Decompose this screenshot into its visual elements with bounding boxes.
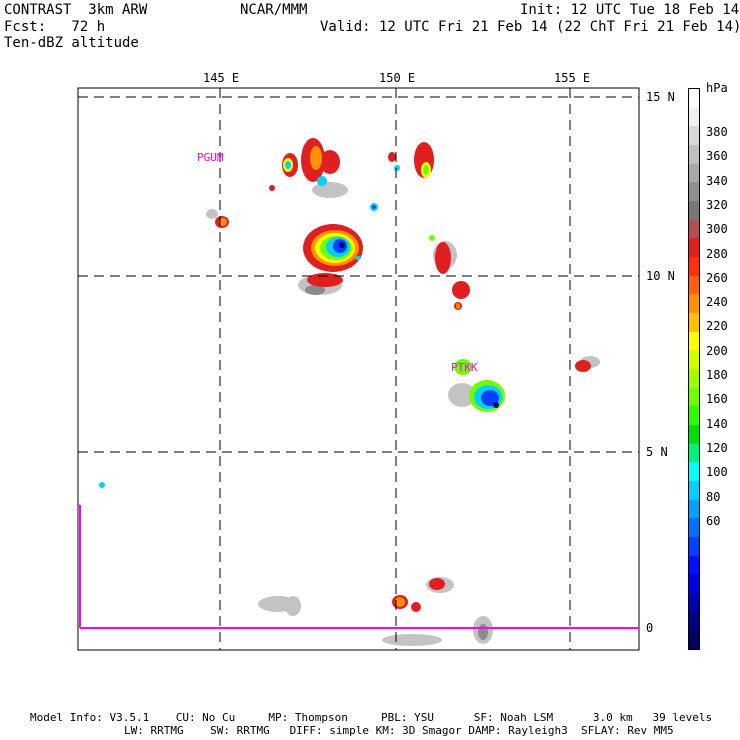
model-info-line1: Model Info: V3.5.1 CU: No Cu MP: Thompso…: [30, 711, 740, 724]
colorbar-tick-label: 320: [706, 197, 728, 212]
colorbar-swatch: [689, 182, 699, 202]
colorbar-swatch: [689, 593, 699, 613]
colorbar-swatch: [689, 425, 699, 445]
colorbar-tick-label: 260: [706, 270, 728, 285]
colorbar-swatch: [689, 574, 699, 594]
colorbar-tick-label: 380: [706, 125, 728, 139]
colorbar-tick-label: 220: [706, 319, 728, 334]
colorbar-tick-label: 340: [706, 173, 728, 188]
model-title: CONTRAST 3km ARW: [4, 2, 148, 18]
colorbar-swatch: [689, 257, 699, 277]
lat-label-15n: 15 N: [646, 90, 675, 104]
colorbar-swatch: [689, 89, 699, 109]
colorbar-swatch: [689, 369, 699, 389]
forecast-hour: Fcst: 72 h: [4, 19, 106, 35]
colorbar-tick-label: 240: [706, 295, 728, 310]
colorbar-tick-label: 60: [706, 513, 721, 528]
colorbar-swatch: [689, 294, 699, 314]
colorbar-swatch: [689, 275, 699, 295]
lat-label-0: 0: [646, 621, 654, 635]
colorbar-swatch: [689, 107, 699, 127]
model-info-line2: LW: RRTMG SW: RRTMG DIFF: simple KM: 3D …: [124, 724, 674, 737]
colorbar-swatch: [689, 481, 699, 501]
colorbar-swatch: [689, 630, 699, 650]
domain-boundary: [79, 505, 639, 629]
colorbar-tick-label: 120: [706, 440, 728, 455]
colorbar-tick-label: 140: [706, 416, 728, 431]
colorbar-swatch: [689, 163, 699, 183]
colorbar-tick-label: 280: [706, 246, 728, 261]
colorbar-tick-label: 80: [706, 489, 721, 504]
colorbar-swatches: [688, 88, 700, 650]
colorbar-swatch: [689, 406, 699, 426]
colorbar-tick-label: 100: [706, 465, 728, 480]
field-name: Ten-dBZ altitude: [4, 35, 139, 51]
colorbar-swatch: [689, 462, 699, 482]
colorbar-unit: hPa: [706, 81, 728, 95]
colorbar-swatch: [689, 443, 699, 463]
valid-time: Valid: 12 UTC Fri 21 Feb 14 (22 ChT Fri …: [320, 19, 740, 35]
colorbar-swatch: [689, 126, 699, 146]
map-frame: [77, 87, 640, 651]
lat-label-5n: 5 N: [646, 445, 668, 459]
colorbar-swatch: [689, 238, 699, 258]
colorbar-swatch: [689, 518, 699, 538]
colorbar-tick-label: 200: [706, 343, 728, 358]
colorbar-swatch: [689, 201, 699, 221]
colorbar-swatch: [689, 499, 699, 519]
colorbar-swatch: [689, 387, 699, 407]
lon-label-150e: 150 E: [379, 71, 416, 85]
colorbar-tick-label: 300: [706, 222, 728, 237]
lon-label-155e: 155 E: [554, 71, 591, 85]
colorbar-swatch: [689, 145, 699, 165]
colorbar-swatch: [689, 219, 699, 239]
lon-label-145e: 145 E: [203, 71, 240, 85]
station-label-pgum: PGUM: [197, 151, 224, 164]
colorbar-swatch: [689, 313, 699, 333]
colorbar-swatch: [689, 611, 699, 631]
colorbar-tick-label: 360: [706, 149, 728, 164]
colorbar-swatch: [689, 555, 699, 575]
lat-label-10n: 10 N: [646, 269, 675, 283]
station-label-ptkk: PTKK: [451, 361, 478, 374]
center-name: NCAR/MMM: [240, 2, 308, 18]
colorbar-swatch: [689, 537, 699, 557]
colorbar-swatch: [689, 331, 699, 351]
init-time: Init: 12 UTC Tue 18 Feb 14: [520, 2, 740, 18]
colorbar-tick-label: 160: [706, 392, 728, 407]
colorbar-tick-label: 180: [706, 368, 728, 382]
graticule: [78, 88, 639, 650]
colorbar-swatch: [689, 350, 699, 370]
reflectivity-field: [99, 138, 600, 646]
